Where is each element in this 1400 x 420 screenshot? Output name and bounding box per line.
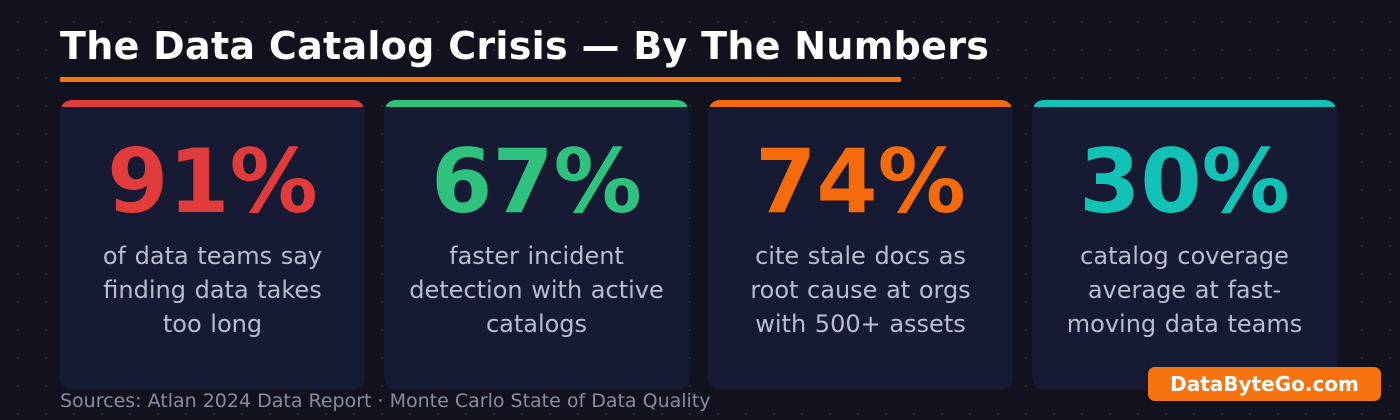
card-accent-bar bbox=[384, 100, 689, 107]
stat-description-line: too long bbox=[162, 310, 263, 338]
card-accent-bar bbox=[60, 100, 365, 107]
stat-value: 91% bbox=[107, 130, 318, 233]
stat-description-line: catalogs bbox=[485, 310, 588, 338]
stat-value: 74% bbox=[755, 130, 966, 233]
stat-card: 74% cite stale docs as root cause at org… bbox=[708, 100, 1013, 390]
brand-badge[interactable]: DataByteGo.com bbox=[1148, 367, 1381, 401]
stat-description: cite stale docs as root cause at orgs wi… bbox=[716, 239, 1005, 341]
stat-card: 91% of data teams say finding data takes… bbox=[60, 100, 365, 390]
stat-description-line: detection with active bbox=[409, 276, 664, 304]
stat-description-line: catalog coverage bbox=[1080, 242, 1289, 270]
stat-description-line: finding data takes bbox=[103, 276, 322, 304]
sources-footnote: Sources: Atlan 2024 Data Report · Monte … bbox=[60, 390, 711, 412]
stat-description-line: root cause at orgs bbox=[750, 276, 971, 304]
stat-description-line: moving data teams bbox=[1066, 310, 1303, 338]
stat-card: 30% catalog coverage average at fast- mo… bbox=[1032, 100, 1337, 390]
stat-cards: 91% of data teams say finding data takes… bbox=[60, 100, 1337, 390]
card-accent-bar bbox=[708, 100, 1013, 107]
page-title: The Data Catalog Crisis — By The Numbers bbox=[60, 24, 990, 68]
stat-description-line: of data teams say bbox=[102, 242, 323, 270]
card-accent-bar bbox=[1032, 100, 1337, 107]
stat-value: 67% bbox=[431, 130, 642, 233]
stat-description-line: average at fast- bbox=[1087, 276, 1282, 304]
stat-description: faster incident detection with active ca… bbox=[392, 239, 681, 341]
stat-description: catalog coverage average at fast- moving… bbox=[1040, 239, 1329, 341]
stat-description: of data teams say finding data takes too… bbox=[68, 239, 357, 341]
stat-card: 67% faster incident detection with activ… bbox=[384, 100, 689, 390]
stat-description-line: faster incident bbox=[449, 242, 624, 270]
stat-description-line: cite stale docs as bbox=[755, 242, 966, 270]
stat-description-line: with 500+ assets bbox=[755, 310, 966, 338]
title-underline bbox=[60, 77, 901, 82]
stat-value: 30% bbox=[1079, 130, 1290, 233]
